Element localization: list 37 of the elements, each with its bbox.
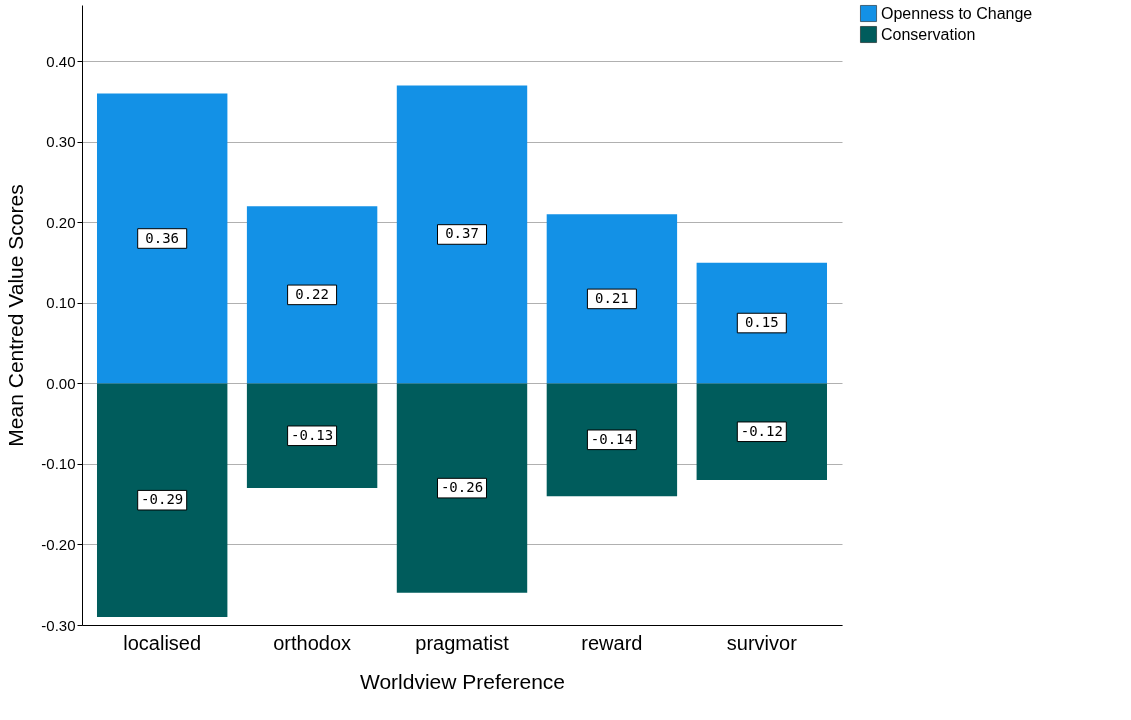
bar [396, 85, 528, 384]
legend-label: Conservation [881, 25, 976, 43]
bar [696, 383, 828, 481]
y-axis-title: Mean Centred Value Scores [4, 184, 28, 447]
data-label: 0.15 [744, 314, 779, 331]
legend-label: Openness to Change [881, 4, 1033, 22]
bar [96, 383, 228, 617]
bar [696, 262, 828, 384]
data-label: -0.14 [590, 430, 633, 447]
bar [396, 383, 528, 593]
x-tick-label: survivor [726, 631, 798, 654]
y-tick-label: 0.40 [46, 52, 76, 70]
bar [546, 383, 678, 497]
y-tick-label: -0.30 [41, 616, 76, 634]
x-tick-label: orthodox [273, 631, 352, 654]
data-label: 0.22 [295, 285, 329, 302]
y-tick-label: -0.20 [41, 535, 76, 553]
data-label: -0.12 [740, 422, 783, 439]
data-label: 0.37 [445, 225, 479, 242]
y-tick-label: 0.10 [46, 294, 76, 312]
x-tick-label: localised [123, 631, 202, 654]
bar [96, 93, 228, 384]
y-tick-label: -0.10 [41, 455, 76, 473]
data-label: 0.21 [595, 289, 629, 306]
y-tick-label: 0.00 [46, 374, 76, 392]
x-tick-label: pragmatist [415, 631, 510, 654]
y-tick-label: 0.20 [46, 213, 76, 231]
bar [246, 383, 378, 489]
y-tick-label: 0.30 [46, 133, 76, 151]
x-axis-title: Worldview Preference [359, 669, 566, 693]
data-label: -0.13 [291, 426, 334, 443]
x-tick-label: reward [581, 631, 643, 654]
data-label: 0.36 [145, 229, 180, 246]
data-label: -0.29 [141, 491, 184, 508]
bar [546, 214, 678, 384]
bar [246, 206, 378, 384]
data-label: -0.26 [440, 479, 484, 496]
